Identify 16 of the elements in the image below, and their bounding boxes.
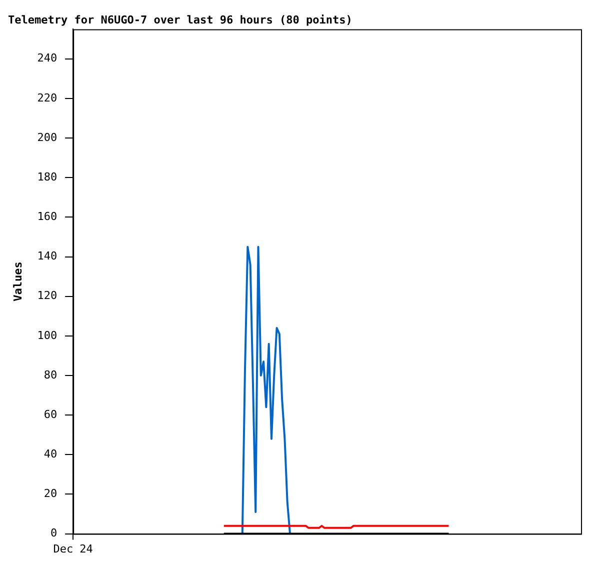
y-tick-label: 100 xyxy=(37,328,58,342)
y-tick-label: 0 xyxy=(50,526,58,540)
y-tick-label: 240 xyxy=(37,52,58,65)
y-tick-label: 220 xyxy=(37,91,58,104)
y-axis-title: Values xyxy=(11,262,24,302)
y-tick-label: 20 xyxy=(44,487,58,500)
y-tick-label: 140 xyxy=(37,250,58,263)
y-tick-label: 120 xyxy=(37,289,58,302)
y-tick-label: 160 xyxy=(37,210,58,224)
x-tick-label: Dec 24 xyxy=(53,542,94,556)
y-tick-label: 40 xyxy=(44,448,58,461)
y-tick-label: 180 xyxy=(37,170,58,184)
y-tick-label: 60 xyxy=(44,408,58,421)
y-tick-label: 80 xyxy=(44,368,58,382)
y-tick-label: 200 xyxy=(37,130,58,144)
chart-title: Telemetry for N6UGO-7 over last 96 hours (80 points) xyxy=(8,13,352,26)
